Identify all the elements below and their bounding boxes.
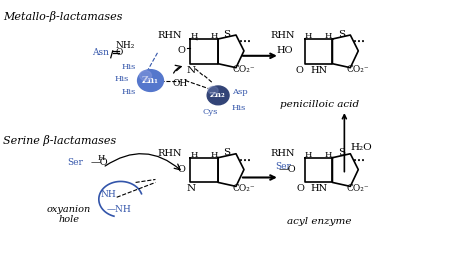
Text: S: S [224, 30, 231, 38]
Text: CO₂⁻: CO₂⁻ [233, 184, 255, 193]
Text: Zn₂: Zn₂ [210, 91, 226, 99]
Text: RHN: RHN [158, 30, 182, 40]
Text: HO: HO [276, 46, 292, 55]
Text: H: H [191, 32, 198, 40]
Text: O: O [297, 184, 305, 193]
Ellipse shape [139, 71, 152, 81]
Text: •••: ••• [239, 157, 251, 165]
Text: S: S [224, 148, 231, 157]
Text: O: O [177, 165, 185, 174]
Text: RHN: RHN [270, 149, 295, 158]
Text: Cys: Cys [202, 108, 218, 116]
Text: O: O [177, 46, 185, 55]
Text: •••: ••• [239, 38, 251, 46]
Text: S: S [338, 30, 345, 38]
Text: •••: ••• [353, 157, 365, 165]
Text: H: H [191, 151, 198, 159]
Text: H: H [305, 32, 312, 40]
Text: H: H [325, 32, 332, 40]
Text: acyl enzyme: acyl enzyme [287, 217, 352, 226]
Text: RHN: RHN [270, 30, 295, 40]
Ellipse shape [208, 87, 218, 94]
Text: hole: hole [58, 214, 80, 224]
Text: oxyanion: oxyanion [47, 205, 91, 214]
Text: S: S [338, 148, 345, 157]
Text: Metallo-β-lactamases: Metallo-β-lactamases [3, 11, 123, 22]
Text: —O: —O [279, 165, 297, 174]
Text: Asn: Asn [92, 48, 109, 57]
Text: O: O [115, 48, 122, 57]
Text: H: H [210, 32, 218, 40]
Text: HN: HN [310, 66, 327, 75]
Text: Zn₁: Zn₁ [142, 76, 159, 85]
Text: CO₂⁻: CO₂⁻ [233, 65, 255, 74]
Text: His: His [114, 75, 128, 83]
Text: CO₂⁻: CO₂⁻ [347, 184, 370, 193]
Text: H₂O: H₂O [350, 143, 372, 152]
Text: •••: ••• [353, 38, 365, 46]
Text: His: His [121, 63, 136, 71]
Text: —NH: —NH [106, 205, 131, 214]
Text: His: His [121, 88, 136, 96]
Text: O: O [296, 66, 303, 75]
Text: Asp: Asp [232, 88, 247, 96]
Text: RHN: RHN [158, 149, 182, 158]
Text: CO₂⁻: CO₂⁻ [347, 65, 370, 74]
Text: N: N [187, 184, 196, 193]
Ellipse shape [207, 86, 229, 105]
Text: NH: NH [101, 190, 117, 199]
Ellipse shape [137, 70, 164, 92]
Text: HN: HN [310, 184, 327, 193]
Text: Ser: Ser [67, 158, 83, 167]
Text: His: His [232, 104, 246, 112]
Text: Serine β-lactamases: Serine β-lactamases [3, 135, 117, 146]
Text: H: H [305, 151, 312, 159]
Text: H: H [210, 151, 218, 159]
Text: H: H [325, 151, 332, 159]
Text: OH: OH [173, 79, 188, 88]
Text: penicilloic acid: penicilloic acid [280, 100, 359, 109]
Text: N: N [187, 66, 196, 75]
Text: H: H [97, 154, 104, 162]
Text: —O: —O [91, 158, 109, 167]
Text: NH₂: NH₂ [116, 41, 136, 50]
Text: Ser: Ser [275, 162, 291, 171]
